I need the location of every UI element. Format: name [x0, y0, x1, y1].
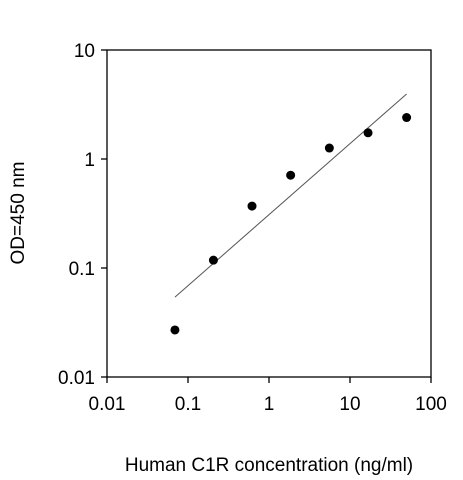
- x-tick-label: 1: [264, 394, 275, 415]
- data-points: [170, 113, 412, 335]
- data-point: [247, 201, 257, 211]
- y-tick-label: 0.01: [58, 368, 95, 389]
- trendline: [174, 93, 407, 298]
- data-point: [363, 128, 373, 138]
- y-axis-title: OD=450 nm: [8, 162, 29, 265]
- data-point: [170, 325, 180, 335]
- x-tick-label: 10: [339, 394, 360, 415]
- y-tick-label: 10: [74, 41, 95, 62]
- x-axis-ticks: 0.01 0.1 1 10 100: [89, 377, 447, 415]
- y-axis-ticks: 0.01 0.1 1 10: [58, 41, 107, 389]
- trendline-group: [174, 93, 407, 298]
- x-tick-label: 0.01: [89, 394, 126, 415]
- y-tick-label: 1: [84, 150, 95, 171]
- data-point: [286, 170, 296, 180]
- data-point: [208, 255, 218, 265]
- plot-frame: [106, 49, 432, 378]
- x-tick-label: 100: [415, 394, 447, 415]
- data-point: [324, 143, 334, 153]
- x-tick-label: 0.1: [175, 394, 201, 415]
- y-tick-label: 0.1: [69, 259, 95, 280]
- data-point: [402, 113, 412, 123]
- x-axis-title: Human C1R concentration (ng/ml): [125, 455, 413, 476]
